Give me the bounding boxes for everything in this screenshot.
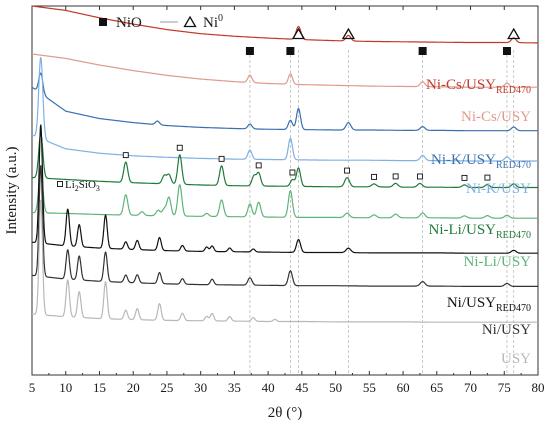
series-label-li: Ni-Li/USY <box>464 254 532 270</box>
series-line-cs <box>31 53 539 88</box>
ni0-marker <box>183 15 197 28</box>
li2sio3-marker <box>255 162 262 169</box>
x-tick-label: 65 <box>430 380 443 395</box>
series-line-li-red <box>31 133 539 189</box>
series-labels: Ni-Cs/USYRED470 Ni-Cs/USY Ni-K/USYRED470 Ni… <box>426 77 531 367</box>
li2sio3-marker <box>122 152 129 159</box>
x-tick-label: 70 <box>464 380 477 395</box>
series-label-cs: Ni-Cs/USY <box>461 109 531 125</box>
series-label-li-red: Ni-Li/USYRED470 <box>429 222 532 241</box>
ni0-marker <box>341 27 356 40</box>
x-tick-label: 35 <box>228 380 241 395</box>
x-tick-label: 15 <box>93 380 106 395</box>
x-tick-label: 45 <box>295 380 308 395</box>
li2sio3-marker <box>218 155 225 162</box>
plot-area <box>31 5 539 376</box>
x-tick-label: 25 <box>160 380 173 395</box>
peak-markers <box>99 15 521 181</box>
x-tick-label: 75 <box>498 380 511 395</box>
y-axis-title: Intensity (a.u.) <box>4 147 20 235</box>
series-label-ni-red: Ni/USYRED470 <box>447 295 531 314</box>
series-line-cs-red <box>31 5 539 44</box>
x-tick-label: 50 <box>329 380 342 395</box>
x-tick-label: 20 <box>127 380 140 395</box>
legend: NiO Ni0 Li2SiO3 <box>57 13 223 193</box>
series-line-usy <box>31 199 539 323</box>
series-line-ni-red <box>31 124 539 254</box>
series-label-usy: USY <box>501 351 531 367</box>
li2sio3-marker <box>484 174 491 181</box>
legend-label-ni0: Ni0 <box>203 13 223 31</box>
reference-lines <box>249 50 515 375</box>
nio-marker <box>418 47 427 55</box>
series-label-ni: Ni/USY <box>482 322 531 338</box>
x-tick-label: 55 <box>363 380 376 395</box>
li2sio3-marker <box>289 169 296 176</box>
x-tick-label: 10 <box>59 380 72 395</box>
li2sio3-marker <box>461 174 468 181</box>
li2sio3-marker <box>176 144 183 151</box>
x-tick-label: 80 <box>532 380 545 395</box>
nio-marker <box>502 47 511 55</box>
li2sio3-legend-marker <box>57 181 63 187</box>
legend-label-ni0-superscript: 0 <box>218 13 223 24</box>
li2sio3-marker <box>416 173 423 180</box>
nio-marker <box>286 47 295 55</box>
series-label-k: Ni-K/USY <box>466 181 531 197</box>
li2sio3-marker <box>344 167 351 174</box>
series-line-k-red <box>31 72 539 132</box>
x-axis: 5 10 15 20 25 30 35 40 45 50 55 60 65 70 75 80 <box>29 6 545 395</box>
li2sio3-marker <box>371 173 378 180</box>
x-tick-label: 30 <box>194 380 207 395</box>
series-line-ni <box>31 165 539 287</box>
li2sio3-legend-label: Li2SiO3 <box>65 179 100 193</box>
series-label-k-red: Ni-K/USYRED470 <box>431 152 531 171</box>
x-tick-label: 40 <box>262 380 275 395</box>
series-label-cs-red: Ni-Cs/USYRED470 <box>426 77 531 96</box>
series-line-li <box>31 168 539 219</box>
nio-marker <box>99 18 107 26</box>
x-tick-label: 60 <box>397 380 410 395</box>
li2sio3-marker <box>392 173 399 180</box>
ni0-marker <box>291 27 306 40</box>
series-lines <box>31 5 539 323</box>
series-line-k <box>31 56 539 162</box>
x-tick-label: 5 <box>29 380 36 395</box>
nio-marker <box>245 47 254 55</box>
x-axis-title: 2θ (°) <box>268 405 302 421</box>
legend-label-nio: NiO <box>116 15 142 31</box>
ni0-marker <box>507 27 521 40</box>
